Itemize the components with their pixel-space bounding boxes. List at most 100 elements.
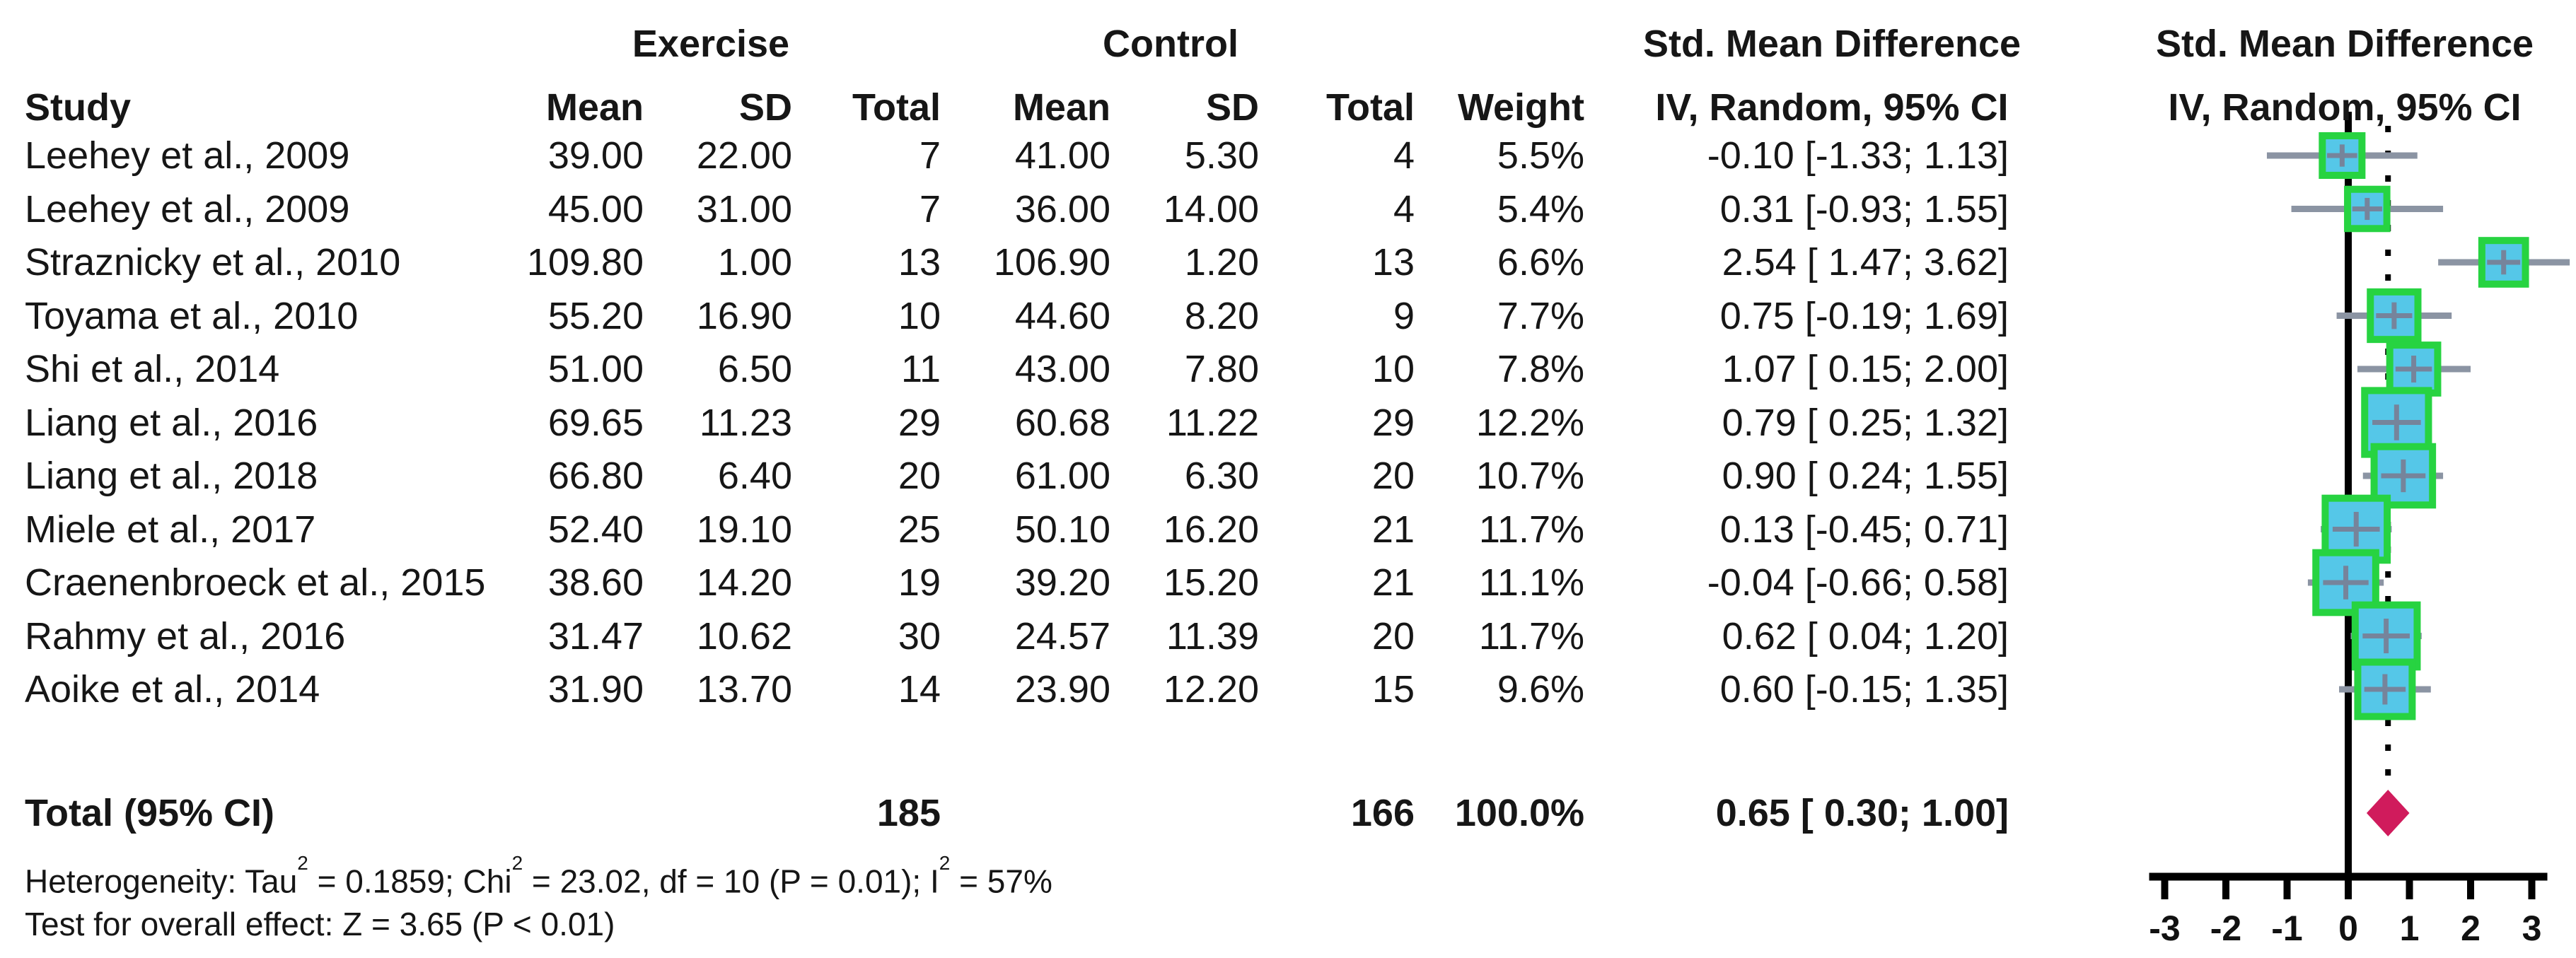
weight: 11.7% [1478, 508, 1584, 551]
mean-exercise: 31.90 [547, 668, 644, 711]
sd-control: 11.22 [1166, 402, 1259, 444]
heterogeneity-text: Heterogeneity: Tau [25, 863, 298, 900]
total-exercise: 13 [898, 241, 941, 284]
sd-control: 6.30 [1184, 455, 1259, 497]
sd-exercise: 10.62 [696, 615, 792, 658]
study-label: Leehey et al., 2009 [25, 134, 350, 177]
study-label: Miele et al., 2017 [25, 508, 316, 551]
smd-ci-text: 0.31 [-0.93; 1.55] [1719, 188, 2009, 230]
group-header-exercise: Exercise [632, 23, 790, 65]
study-label: Liang et al., 2016 [25, 402, 318, 444]
sd-control: 5.30 [1184, 134, 1259, 177]
sd-exercise: 11.23 [699, 402, 792, 444]
total-exercise: 19 [898, 561, 941, 604]
x-axis-tick-label: -3 [2149, 909, 2180, 948]
study-label: Shi et al., 2014 [25, 348, 280, 390]
study-row: Craenenbroeck et al., 2015 38.60 14.20 1… [0, 556, 2576, 609]
total-ci-text: 0.65 [ 0.30; 1.00] [1715, 792, 2009, 834]
x-axis-tick-label: -2 [2210, 909, 2241, 948]
sd-exercise: 6.50 [717, 348, 792, 390]
mean-exercise: 55.20 [547, 295, 644, 337]
col-header-total-exercise: Total [852, 86, 941, 129]
x-axis-tick-label: 1 [2400, 909, 2420, 948]
sd-control: 8.20 [1184, 295, 1259, 337]
mean-control: 50.10 [1014, 508, 1110, 551]
total-control: 10 [1371, 348, 1415, 390]
total-weight: 100.0% [1454, 792, 1584, 834]
total-exercise: 25 [898, 508, 941, 551]
total-control: 4 [1393, 188, 1415, 230]
smd-ci-text: 0.90 [ 0.24; 1.55] [1722, 455, 2009, 497]
smd-ci-text: 0.60 [-0.15; 1.35] [1719, 668, 2009, 711]
mean-exercise: 52.40 [547, 508, 644, 551]
smd-plot-title: Std. Mean Difference [2155, 23, 2534, 65]
weight: 12.2% [1475, 402, 1584, 444]
mean-control: 106.90 [993, 241, 1110, 284]
col-header-total-control: Total [1326, 86, 1415, 129]
total-exercise-sum: 185 [876, 792, 941, 834]
column-header-row: Study Mean SD Total Mean SD Total Weight… [0, 81, 2576, 134]
weight: 11.1% [1478, 561, 1584, 604]
sd-control: 11.39 [1166, 615, 1259, 658]
sd-exercise: 6.40 [717, 455, 792, 497]
total-control: 20 [1371, 615, 1415, 658]
total-control: 21 [1371, 508, 1415, 551]
smd-column-subtitle: IV, Random, 95% CI [1655, 86, 2009, 129]
total-control: 21 [1371, 561, 1415, 604]
weight: 7.8% [1497, 348, 1584, 390]
total-exercise: 10 [898, 295, 941, 337]
smd-ci-text: 0.62 [ 0.04; 1.20] [1722, 615, 2009, 658]
overall-effect-test: Test for overall effect: Z = 3.65 (P < 0… [25, 903, 615, 945]
weight: 9.6% [1497, 668, 1584, 711]
weight: 6.6% [1497, 241, 1584, 284]
total-exercise: 30 [898, 615, 941, 658]
heterogeneity-text: = 57% [950, 863, 1052, 900]
sd-exercise: 22.00 [696, 134, 792, 177]
mean-control: 61.00 [1014, 455, 1110, 497]
study-label: Leehey et al., 2009 [25, 188, 350, 230]
mean-control: 39.20 [1014, 561, 1110, 604]
study-row: Leehey et al., 2009 45.00 31.00 7 36.00 … [0, 182, 2576, 236]
x-axis-tick-label: 2 [2461, 909, 2481, 948]
total-control: 9 [1393, 295, 1415, 337]
smd-ci-text: 0.79 [ 0.25; 1.32] [1722, 402, 2009, 444]
smd-ci-text: -0.04 [-0.66; 0.58] [1707, 561, 2009, 604]
sd-control: 1.20 [1184, 241, 1259, 284]
weight: 5.5% [1497, 134, 1584, 177]
mean-exercise: 69.65 [547, 402, 644, 444]
group-header-row: Exercise Control Std. Mean Difference St… [0, 17, 2576, 71]
chi-squared-sup: 2 [511, 852, 523, 874]
smd-ci-text: 0.75 [-0.19; 1.69] [1719, 295, 2009, 337]
study-row: Miele et al., 2017 52.40 19.10 25 50.10 … [0, 503, 2576, 556]
sd-control: 7.80 [1184, 348, 1259, 390]
study-label: Craenenbroeck et al., 2015 [25, 561, 486, 604]
x-axis-tick-label: -1 [2271, 909, 2302, 948]
total-control: 13 [1371, 241, 1415, 284]
pooled-diamond [2366, 790, 2410, 836]
sd-exercise: 13.70 [696, 668, 792, 711]
study-row: Aoike et al., 2014 31.90 13.70 14 23.90 … [0, 662, 2576, 716]
total-control: 20 [1371, 455, 1415, 497]
total-exercise: 7 [919, 134, 941, 177]
total-control: 29 [1371, 402, 1415, 444]
total-control-sum: 166 [1350, 792, 1415, 834]
mean-control: 36.00 [1014, 188, 1110, 230]
mean-control: 24.57 [1014, 615, 1110, 658]
total-exercise: 7 [919, 188, 941, 230]
col-header-sd-exercise: SD [738, 86, 792, 129]
total-exercise: 14 [898, 668, 941, 711]
smd-ci-text: 2.54 [ 1.47; 3.62] [1722, 241, 2009, 284]
weight: 10.7% [1475, 455, 1584, 497]
smd-ci-text: 0.13 [-0.45; 0.71] [1719, 508, 2009, 551]
col-header-weight: Weight [1458, 86, 1584, 129]
study-label: Aoike et al., 2014 [25, 668, 320, 711]
overall-effect-text: Test for overall effect: Z = 3.65 (P < 0… [25, 906, 615, 942]
col-header-sd-control: SD [1205, 86, 1259, 129]
weight: 11.7% [1478, 615, 1584, 658]
smd-ci-text: -0.10 [-1.33; 1.13] [1707, 134, 2009, 177]
mean-control: 60.68 [1014, 402, 1110, 444]
study-row: Rahmy et al., 2016 31.47 10.62 30 24.57 … [0, 609, 2576, 663]
smd-ci-text: 1.07 [ 0.15; 2.00] [1722, 348, 2009, 390]
study-row: Straznicky et al., 2010 109.80 1.00 13 1… [0, 235, 2576, 289]
